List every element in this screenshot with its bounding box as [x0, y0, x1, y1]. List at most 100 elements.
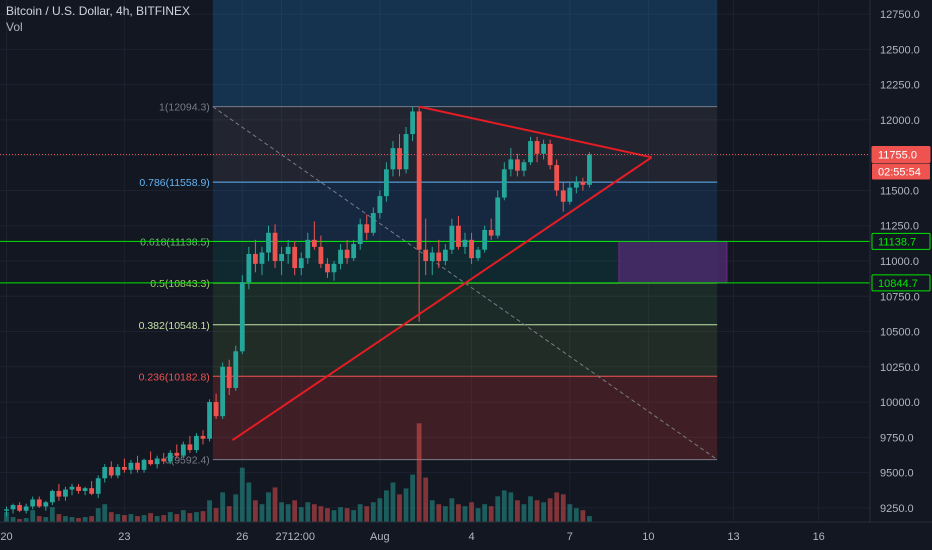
horizontal-levels[interactable]: [0, 240, 870, 284]
volume-bar: [122, 515, 127, 522]
volume-bar: [76, 518, 81, 522]
candle-body: [436, 252, 442, 261]
candle-body: [194, 435, 199, 451]
triangle-upper-trendline[interactable]: [418, 105, 652, 159]
candle-body: [4, 509, 9, 511]
volume-bar: [239, 467, 245, 522]
volume-indicator-label[interactable]: Vol: [6, 20, 23, 34]
price-tick-label: 9750.0: [880, 432, 914, 444]
candle-body: [239, 282, 245, 352]
fib-trend-dashed-line: [212, 106, 718, 460]
candle-body: [272, 232, 278, 261]
volume-bar: [187, 513, 193, 522]
candle-body: [541, 143, 546, 154]
volume-bar: [174, 514, 180, 522]
volume-bar: [377, 498, 383, 522]
candle-body: [161, 458, 167, 462]
price-tick-label: 11000.0: [880, 256, 919, 268]
time-axis[interactable]: 20 23 26 27 12:00 Aug 4 7 10 13 16: [0, 521, 932, 550]
volume-bar: [364, 506, 370, 522]
volume-bar: [436, 504, 442, 522]
volume-bar: [95, 508, 101, 522]
candle-body: [213, 402, 219, 417]
fib-zone: [212, 324, 718, 377]
volume-bar: [397, 494, 402, 522]
candle-body: [56, 490, 62, 497]
candle-body: [534, 141, 540, 154]
volume-bar: [384, 490, 389, 522]
volume-bar: [213, 508, 219, 522]
volume-bar: [207, 500, 212, 522]
candle-body: [580, 181, 586, 185]
fib-level-label: 0.382(10548.1): [139, 320, 210, 332]
volume-bar: [89, 516, 95, 522]
candle-body: [95, 478, 101, 494]
volume-bar: [226, 506, 232, 522]
price-tick-label: 10000.0: [880, 397, 920, 409]
volume-bar: [220, 492, 226, 522]
candle-body: [154, 458, 160, 465]
volume-bar: [351, 510, 357, 522]
candle-body: [423, 249, 429, 261]
volume-bar: [534, 500, 540, 522]
volume-bar: [325, 508, 330, 522]
time-axis-background: [0, 522, 932, 550]
time-tick-label: 12:00: [287, 531, 315, 543]
price-tick-label: 10500.0: [880, 327, 920, 339]
candle-body: [501, 169, 507, 198]
candle-body: [521, 162, 527, 171]
candle-body: [587, 154, 592, 185]
volume-bar: [154, 516, 160, 522]
volume-bar: [194, 512, 199, 522]
fibonacci-retracement[interactable]: 1(12094.3) 0.786(11558.9) 0.618(11138.5) 0.…: [139, 0, 718, 467]
candle-body: [285, 246, 291, 254]
volume-bar: [331, 510, 337, 522]
triangle-trendlines[interactable]: [231, 105, 653, 442]
candle-body: [528, 141, 533, 163]
candle-body: [207, 402, 212, 439]
candle-body: [462, 239, 468, 247]
volume-bar: [370, 502, 376, 522]
price-tick-label: 12500.0: [880, 44, 920, 56]
triangle-lower-trendline[interactable]: [231, 156, 653, 442]
volume-bar: [167, 512, 173, 522]
volume-bar: [108, 512, 114, 522]
volume-bar: [305, 502, 311, 522]
candle-body: [108, 466, 114, 476]
volume-bar: [10, 517, 16, 522]
candle-body: [547, 143, 553, 166]
candle-body: [560, 190, 566, 202]
current-price-tag: 11755.0: [878, 149, 917, 161]
volume-bar: [17, 519, 22, 522]
symbol-title[interactable]: Bitcoin / U.S. Dollar, 4h, BITFINEX: [6, 4, 191, 18]
purple-range-box[interactable]: [618, 241, 728, 284]
volume-bar: [449, 498, 455, 522]
bar-countdown-label: 02:55:54: [878, 166, 921, 178]
candle-body: [364, 224, 370, 233]
candle-body: [384, 169, 389, 197]
volume-bar: [338, 507, 343, 522]
range-box[interactable]: [618, 241, 728, 284]
candle-body: [357, 224, 363, 245]
price-tick-label: 10250.0: [880, 362, 920, 374]
chart-header: Bitcoin / U.S. Dollar, 4h, BITFINEX Vol: [6, 4, 190, 34]
candle-body: [82, 488, 88, 491]
candle-body: [63, 489, 68, 497]
volume-bar: [482, 504, 488, 522]
fib-level-label: 1(12094.3): [159, 102, 210, 114]
candle-body: [449, 225, 455, 250]
volume-bar: [128, 514, 134, 522]
candle-body: [128, 462, 134, 470]
time-tick-label: 13: [727, 531, 739, 543]
volume-bar: [469, 502, 474, 522]
candle-body: [30, 499, 36, 507]
candle-body: [554, 165, 560, 191]
volume-bar: [233, 494, 239, 522]
candle-body: [344, 249, 350, 259]
candle-body: [318, 246, 324, 264]
candle-body: [482, 229, 488, 250]
fib-zone: [212, 283, 718, 325]
candle-body: [573, 181, 579, 188]
candle-body: [226, 366, 232, 388]
